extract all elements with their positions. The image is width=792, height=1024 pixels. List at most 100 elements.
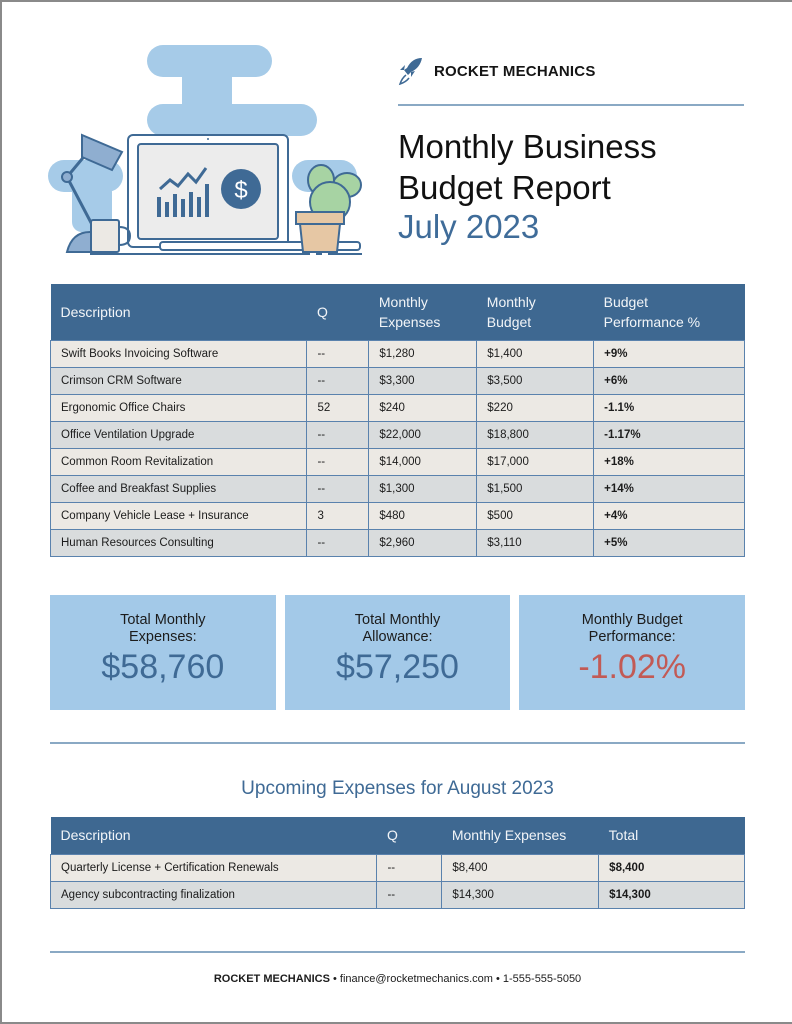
- column-header-description: Description: [50, 284, 307, 340]
- table-row: Office Ventilation Upgrade -- $22,000 $1…: [49, 420, 745, 449]
- cell-expenses: $1,280: [368, 339, 478, 368]
- cell-performance: -1.1%: [593, 393, 745, 422]
- table-row: Common Room Revitalization -- $14,000 $1…: [49, 447, 745, 476]
- footer-divider: [50, 951, 745, 953]
- cell-budget: $220: [476, 393, 595, 422]
- cell-description: Company Vehicle Lease + Insurance: [49, 501, 308, 530]
- table-row: Agency subcontracting finalization -- $1…: [49, 880, 745, 909]
- cell-q: --: [306, 528, 370, 557]
- cell-expenses: $22,000: [368, 420, 478, 449]
- cell-expenses: $240: [368, 393, 478, 422]
- cell-performance: +4%: [593, 501, 745, 530]
- column-header-description: Description: [50, 817, 377, 854]
- budget-table: Description Q Monthly Expenses Monthly Bud…: [49, 284, 745, 557]
- upcoming-section-title: Upcoming Expenses for August 2023: [241, 778, 554, 799]
- cell-q: --: [376, 880, 443, 909]
- cell-budget: $1,500: [476, 474, 595, 503]
- footer-email: finance@rocketmechanics.com: [339, 973, 493, 985]
- column-header-total: Total: [598, 817, 745, 854]
- cell-description: Agency subcontracting finalization: [49, 880, 378, 909]
- cell-expenses: $3,300: [368, 366, 478, 395]
- card-label: Monthly Budget Performance:: [581, 612, 683, 645]
- total-allowance-card: Total Monthly Allowance: $57,250: [284, 595, 511, 710]
- cell-performance: +5%: [593, 528, 745, 557]
- cell-performance: +18%: [593, 447, 745, 476]
- cell-description: Quarterly License + Certification Renewa…: [49, 853, 378, 882]
- card-value: $57,250: [336, 648, 459, 686]
- cell-budget: $18,800: [476, 420, 595, 449]
- cell-performance: +6%: [593, 366, 745, 395]
- table-header-row: Description Q Monthly Expenses Monthly Bud…: [50, 284, 745, 340]
- card-label: Total Monthly Allowance:: [354, 612, 441, 645]
- cell-budget: $17,000: [476, 447, 595, 476]
- cell-budget: $500: [476, 501, 595, 530]
- cell-q: --: [306, 447, 370, 476]
- footer: ROCKET MECHANICS • finance@rocketmechani…: [50, 973, 745, 985]
- cell-expenses: $1,300: [368, 474, 478, 503]
- column-header-expenses: Monthly Expenses: [368, 284, 477, 340]
- column-header-performance: Budget Performance %: [593, 284, 745, 340]
- column-header-budget: Monthly Budget: [476, 284, 594, 340]
- cell-q: 3: [306, 501, 370, 530]
- cell-budget: $3,110: [476, 528, 595, 557]
- cell-description: Office Ventilation Upgrade: [49, 420, 308, 449]
- cell-performance: +9%: [593, 339, 745, 368]
- footer-phone: 1-555-555-5050: [502, 973, 582, 985]
- table-row: Coffee and Breakfast Supplies -- $1,300 …: [49, 474, 745, 503]
- cell-description: Human Resources Consulting: [49, 528, 308, 557]
- cell-performance: -1.17%: [593, 420, 745, 449]
- footer-separator: •: [329, 973, 340, 985]
- table-row: Company Vehicle Lease + Insurance 3 $480…: [49, 501, 745, 530]
- cell-expenses: $2,960: [368, 528, 478, 557]
- footer-separator: •: [492, 973, 503, 985]
- footer-brand: ROCKET MECHANICS: [213, 973, 330, 985]
- table-row: Ergonomic Office Chairs 52 $240 $220 -1.…: [49, 393, 745, 422]
- cell-description: Coffee and Breakfast Supplies: [49, 474, 308, 503]
- table-header-row: Description Q Monthly Expenses Total: [50, 817, 745, 854]
- cell-budget: $1,400: [476, 339, 595, 368]
- summary-cards: Total Monthly Expenses: $58,760 Total Mo…: [50, 595, 746, 710]
- column-header-expenses: Monthly Expenses: [441, 817, 599, 854]
- page-title: Monthly Business Budget Report: [398, 126, 657, 208]
- brand-name: ROCKET MECHANICS: [434, 62, 596, 80]
- header-divider: [398, 104, 744, 106]
- cell-description: Ergonomic Office Chairs: [49, 393, 308, 422]
- brand-header: ROCKET MECHANICS: [398, 56, 596, 86]
- svg-text:$: $: [234, 177, 247, 204]
- cell-expenses: $8,400: [441, 853, 600, 882]
- table-row: Human Resources Consulting -- $2,960 $3,…: [49, 528, 745, 557]
- title-line-2: Budget Report: [398, 169, 611, 206]
- cell-total: $14,300: [598, 880, 745, 909]
- card-value: $58,760: [101, 648, 225, 686]
- laptop-desk-illustration: $: [48, 45, 362, 255]
- column-header-q: Q: [376, 817, 442, 854]
- column-header-q: Q: [306, 284, 369, 340]
- total-expenses-card: Total Monthly Expenses: $58,760: [50, 595, 276, 710]
- cell-q: --: [306, 420, 370, 449]
- cell-description: Swift Books Invoicing Software: [49, 339, 308, 368]
- table-row: Quarterly License + Certification Renewa…: [49, 853, 745, 882]
- upcoming-expenses-table: Description Q Monthly Expenses Total Qua…: [49, 817, 745, 909]
- report-period: July 2023: [398, 208, 540, 245]
- section-divider: [50, 742, 745, 744]
- cell-description: Crimson CRM Software: [49, 366, 308, 395]
- cell-performance: +14%: [593, 474, 745, 503]
- cell-q: --: [306, 339, 370, 368]
- rocket-icon: [398, 58, 422, 86]
- cell-expenses: $14,000: [368, 447, 478, 476]
- cell-expenses: $480: [368, 501, 478, 530]
- title-line-1: Monthly Business: [398, 128, 657, 165]
- card-value: -1.02%: [578, 648, 687, 686]
- cell-q: --: [306, 366, 370, 395]
- budget-performance-card: Monthly Budget Performance: -1.02%: [519, 595, 746, 710]
- cell-budget: $3,500: [476, 366, 595, 395]
- cell-q: --: [306, 474, 370, 503]
- cell-description: Common Room Revitalization: [49, 447, 308, 476]
- cell-total: $8,400: [598, 853, 745, 882]
- cell-q: 52: [306, 393, 370, 422]
- cell-expenses: $14,300: [441, 880, 600, 909]
- table-row: Crimson CRM Software -- $3,300 $3,500 +6…: [49, 366, 745, 395]
- card-label: Total Monthly Expenses:: [120, 612, 206, 645]
- table-row: Swift Books Invoicing Software -- $1,280…: [49, 339, 745, 368]
